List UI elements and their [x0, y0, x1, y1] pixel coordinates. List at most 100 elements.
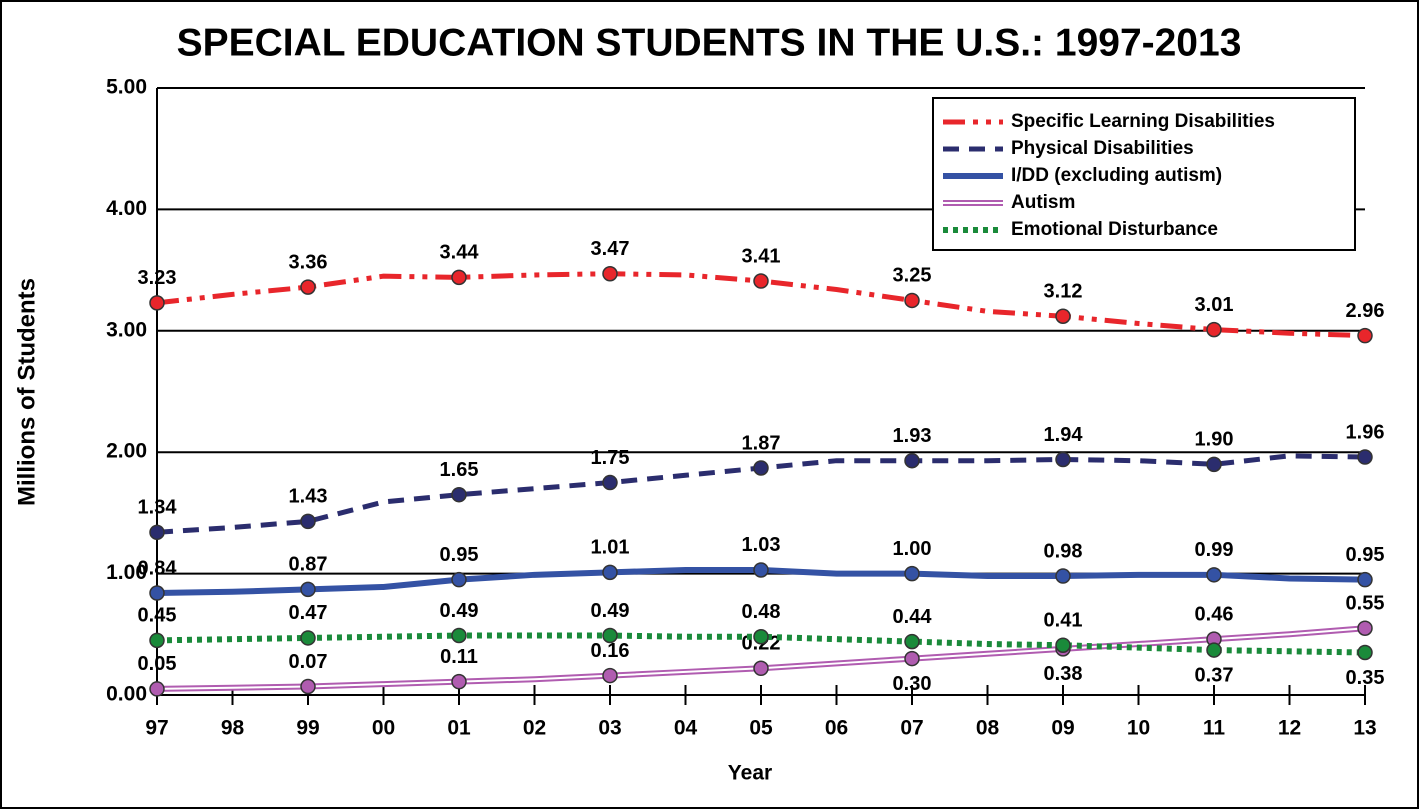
- y-tick-label: 2.00: [106, 440, 147, 463]
- x-tick-label: 97: [145, 717, 168, 740]
- value-label: 0.16: [591, 640, 630, 662]
- x-tick-label: 10: [1127, 717, 1150, 740]
- marker: [1206, 642, 1222, 658]
- marker: [602, 564, 618, 581]
- marker: [1055, 451, 1071, 468]
- value-label: 3.23: [138, 267, 177, 289]
- y-tick-label: 3.00: [106, 318, 147, 341]
- value-label: 0.48: [742, 601, 781, 623]
- x-tick-label: 99: [296, 717, 319, 740]
- value-label: 0.38: [1044, 663, 1083, 685]
- x-tick-label: 04: [674, 717, 698, 740]
- legend-box: [932, 97, 1356, 251]
- x-tick-label: 98: [221, 717, 245, 740]
- value-label: 0.11: [440, 646, 478, 668]
- marker: [300, 678, 316, 695]
- value-label: 1.94: [1044, 424, 1084, 446]
- legend-label: I/DD (excluding autism): [1011, 165, 1222, 186]
- marker: [1357, 449, 1373, 465]
- marker: [1055, 568, 1071, 584]
- value-label: 0.37: [1195, 664, 1234, 686]
- value-label: 3.25: [893, 265, 932, 287]
- value-label: 1.90: [1195, 429, 1234, 451]
- value-label: 0.95: [440, 544, 479, 566]
- x-tick-label: 02: [523, 717, 546, 740]
- value-label: 1.93: [893, 425, 932, 447]
- marker: [149, 295, 165, 311]
- marker: [1357, 620, 1373, 636]
- value-label: 3.41: [742, 245, 781, 267]
- marker: [149, 585, 165, 601]
- marker: [753, 628, 769, 645]
- marker: [300, 630, 316, 646]
- marker: [1206, 567, 1222, 583]
- value-label: 3.47: [591, 238, 630, 260]
- value-label: 1.65: [440, 459, 479, 481]
- value-label: 0.49: [591, 600, 630, 622]
- value-label: 0.07: [289, 651, 328, 673]
- marker: [451, 627, 467, 644]
- legend-label: Specific Learning Disabilities: [1011, 111, 1275, 132]
- value-label: 0.95: [1346, 544, 1385, 566]
- x-tick-label: 00: [372, 717, 395, 740]
- x-tick-label: 09: [1051, 717, 1074, 740]
- value-label: 1.34: [138, 497, 178, 519]
- marker: [300, 581, 316, 598]
- marker: [904, 452, 920, 469]
- marker: [451, 673, 467, 690]
- value-label: 1.01: [591, 537, 630, 559]
- marker: [1055, 637, 1071, 653]
- x-tick-label: 11: [1203, 717, 1226, 740]
- marker: [149, 524, 165, 541]
- value-label: 2.96: [1346, 300, 1385, 322]
- value-label: 1.00: [893, 538, 932, 560]
- marker: [451, 269, 467, 286]
- marker: [602, 265, 618, 282]
- value-label: 0.30: [893, 673, 932, 695]
- value-label: 1.75: [591, 447, 630, 469]
- value-label: 0.99: [1195, 539, 1234, 561]
- marker: [1357, 327, 1373, 344]
- y-axis-label: Millions of Students: [13, 278, 40, 506]
- x-tick-label: 12: [1278, 717, 1301, 740]
- value-label: 0.47: [289, 602, 328, 624]
- x-tick-label: 03: [598, 717, 621, 740]
- x-tick-label: 13: [1353, 717, 1376, 740]
- marker: [753, 562, 769, 578]
- y-tick-label: 4.00: [106, 197, 147, 220]
- marker: [1055, 308, 1071, 324]
- marker: [1206, 456, 1222, 473]
- legend-label: Physical Disabilities: [1011, 138, 1194, 159]
- marker: [1357, 644, 1373, 661]
- value-label: 1.87: [742, 432, 781, 454]
- marker: [451, 486, 467, 503]
- legend-label: Autism: [1011, 192, 1075, 213]
- x-axis-label: Year: [728, 762, 772, 785]
- chart-title: SPECIAL EDUCATION STUDENTS IN THE U.S.: …: [177, 21, 1242, 64]
- marker: [149, 681, 165, 697]
- marker: [904, 633, 920, 650]
- value-label: 3.36: [289, 251, 328, 273]
- marker: [300, 513, 316, 530]
- value-label: 1.96: [1346, 421, 1385, 443]
- value-label: 0.35: [1346, 667, 1385, 689]
- legend-label: Emotional Disturbance: [1011, 219, 1218, 240]
- marker: [904, 292, 920, 309]
- y-tick-label: 5.00: [106, 76, 147, 99]
- x-tick-label: 05: [749, 717, 773, 740]
- value-label: 0.87: [289, 554, 328, 576]
- value-label: 0.44: [893, 606, 933, 628]
- marker: [753, 460, 769, 476]
- marker: [602, 627, 618, 644]
- value-label: 0.84: [138, 557, 178, 579]
- value-label: 0.46: [1195, 603, 1234, 625]
- value-label: 3.44: [440, 242, 480, 264]
- x-tick-label: 08: [976, 717, 1000, 740]
- marker: [300, 279, 316, 295]
- marker: [904, 650, 920, 667]
- marker: [149, 632, 165, 649]
- value-label: 0.49: [440, 600, 479, 622]
- marker: [904, 565, 920, 582]
- x-tick-label: 01: [447, 717, 471, 740]
